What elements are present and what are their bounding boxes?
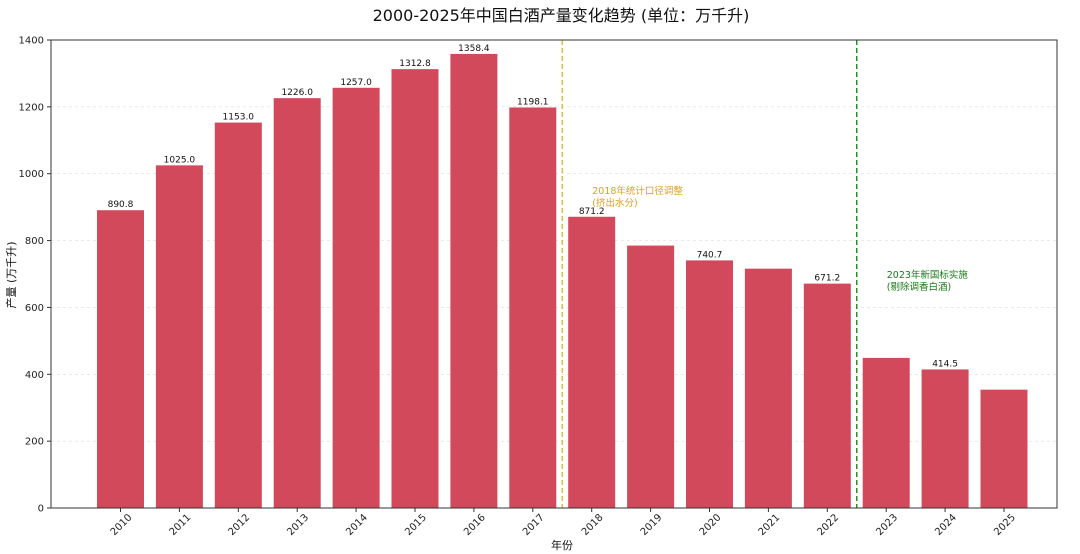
x-tick-label: 2014 (344, 512, 370, 538)
bar (862, 357, 910, 508)
bar-value-label: 1153.0 (223, 113, 255, 123)
x-tick-label: 2011 (168, 512, 194, 538)
y-tick-label: 1200 (19, 102, 44, 113)
bar-value-label: 871.2 (579, 207, 605, 217)
bar-value-label: 1025.0 (164, 155, 196, 165)
bar (450, 53, 498, 509)
y-tick-label: 1000 (19, 169, 44, 180)
bar (332, 87, 380, 508)
x-tick-label: 2022 (815, 512, 841, 538)
bar-value-label: 1257.0 (340, 78, 372, 88)
bar (980, 389, 1028, 508)
y-tick-label: 200 (25, 437, 44, 448)
bar (803, 283, 851, 508)
bar (686, 260, 733, 508)
bar (509, 107, 557, 509)
x-tick-label: 2020 (698, 512, 724, 538)
chart-title: 2000-2025年中国白酒产量变化趋势 (单位：万千升) (373, 6, 750, 25)
bar (921, 369, 969, 508)
bar (744, 268, 792, 508)
reference-lines: 2018年统计口径调整(挤出水分) 2023年新国标实施(剔除调香白酒) (561, 40, 969, 508)
bars: 890.8 1025.0 1153.0 1226.0 1257.0 1312.8 1358.… (97, 44, 1028, 509)
x-tick-label: 2017 (521, 512, 547, 538)
bar (627, 245, 675, 509)
x-tick-label: 2016 (462, 512, 488, 538)
reference-annotation: 2023年新国标实施 (887, 269, 969, 281)
bar-value-label: 1226.0 (281, 88, 313, 98)
y-tick-label: 0 (38, 504, 44, 515)
x-axis-title: 年份 (551, 538, 573, 552)
x-tick-label: 2015 (403, 512, 429, 538)
x-tick-label: 2013 (285, 512, 311, 538)
bar-value-label: 1198.1 (517, 97, 549, 107)
bar (391, 69, 439, 508)
x-tick-label: 2019 (639, 512, 665, 538)
bar-value-label: 671.2 (814, 274, 840, 284)
bar (214, 122, 262, 508)
y-tick-label: 600 (25, 303, 44, 314)
bar-value-label: 1358.4 (458, 44, 490, 54)
x-tick-label: 2010 (109, 512, 135, 538)
bar-value-label: 1312.8 (399, 59, 431, 69)
bar-value-label: 414.5 (932, 359, 958, 369)
y-tick-label: 1400 (19, 36, 44, 47)
plot-frame (50, 39, 1058, 509)
reference-annotation: (挤出水分) (592, 197, 637, 209)
x-tick-label: 2025 (992, 512, 1018, 538)
bar (155, 165, 203, 508)
x-tick-label: 2024 (933, 512, 959, 538)
y-axis-title: 产量 (万千升) (4, 241, 18, 308)
y-tick-label: 800 (25, 236, 44, 247)
x-tick-label: 2021 (757, 512, 783, 538)
y-tick-label: 400 (25, 370, 44, 381)
x-tick-label: 2018 (580, 512, 606, 538)
bar-value-label: 740.7 (697, 250, 723, 260)
bar (568, 216, 616, 509)
bar-value-label: 890.8 (108, 200, 134, 210)
reference-annotation: (剔除调香白酒) (887, 281, 951, 293)
bar (273, 98, 321, 508)
bar (97, 210, 144, 508)
x-tick-label: 2023 (874, 512, 900, 538)
x-tick-label: 2012 (226, 512, 252, 538)
reference-annotation: 2018年统计口径调整 (592, 185, 683, 197)
